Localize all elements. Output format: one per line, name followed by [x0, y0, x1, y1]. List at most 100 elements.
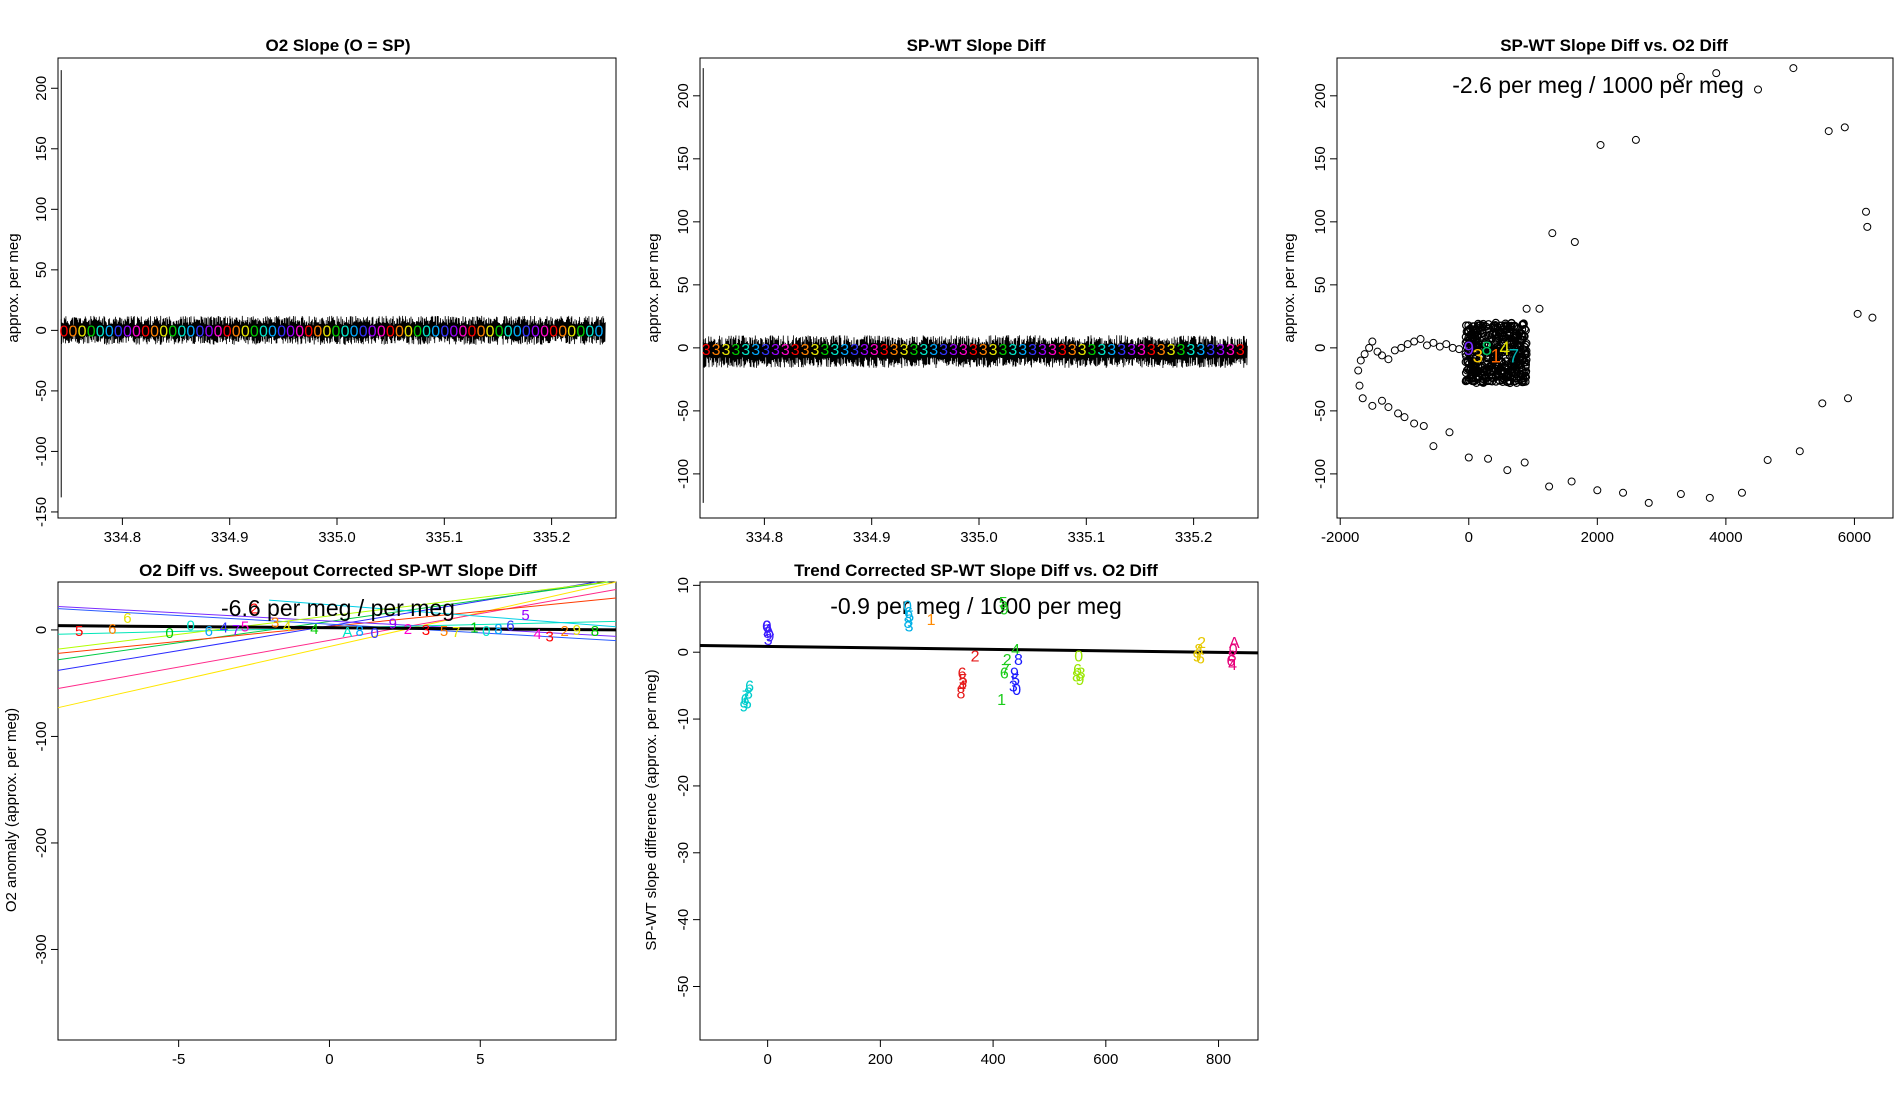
series-marker: 0	[214, 323, 223, 340]
cluster-point	[1510, 362, 1519, 371]
series-marker: 3	[741, 342, 750, 359]
point-label: 5	[75, 623, 83, 640]
point-label: 8	[494, 621, 502, 638]
scatter-point	[1853, 309, 1862, 318]
cluster-point	[1474, 373, 1484, 382]
panel-4-data: 5 660 0 6 4 7 523 4 4 A 8 09 2 3 5 7 1 0 8 654 3 2 9 8	[57, 581, 617, 709]
cluster-point	[1483, 342, 1492, 351]
point-label: 4	[533, 626, 541, 643]
x-tick-label: 200	[868, 1051, 893, 1068]
series-marker: 0	[377, 323, 386, 340]
scatter-point	[1373, 347, 1382, 356]
scatter-point	[1410, 419, 1419, 428]
point-label: 3	[545, 628, 553, 645]
y-tick-label: 0	[33, 626, 50, 634]
scatter-point	[1400, 413, 1409, 422]
scatter-point	[1464, 453, 1473, 462]
panel-5-title: Trend Corrected SP-WT Slope Diff vs. O2 …	[794, 561, 1158, 580]
scatter-point	[1442, 340, 1451, 349]
point-label: 6	[904, 605, 913, 622]
series-marker: 0	[449, 323, 458, 340]
scatter-point	[1567, 477, 1576, 486]
point-label: 3	[422, 622, 430, 639]
y-tick-label: 0	[675, 648, 692, 656]
scatter-point	[1394, 409, 1403, 418]
series-marker: 0	[558, 323, 567, 340]
scatter-point	[1862, 207, 1871, 216]
cluster-label: 4	[1499, 339, 1510, 360]
y-tick-label: -50	[1312, 400, 1329, 422]
y-tick-label: -50	[33, 380, 50, 402]
series-marker: 3	[900, 342, 909, 359]
cluster-point	[1465, 350, 1474, 359]
scatter-point	[1397, 343, 1406, 352]
series-marker: 3	[1226, 342, 1235, 359]
cluster-point	[1465, 359, 1474, 368]
y-tick-label: -300	[33, 934, 50, 964]
series-marker: 0	[567, 323, 576, 340]
series-marker: 3	[731, 342, 740, 359]
series-marker: 3	[979, 342, 988, 359]
point-label: 2	[1003, 652, 1012, 669]
y-tick-label: 150	[675, 146, 692, 171]
series-marker: 0	[69, 323, 78, 340]
y-tick-label: -100	[675, 459, 692, 489]
y-tick-label: -100	[1312, 459, 1329, 489]
series-marker: 0	[250, 323, 259, 340]
scatter-point	[1455, 345, 1464, 354]
panel-2-title: SP-WT Slope Diff	[907, 36, 1046, 55]
scatter-point	[1365, 343, 1374, 352]
series-marker: 3	[830, 342, 839, 359]
y-tick-label: -50	[675, 976, 692, 998]
point-label: 4	[283, 619, 291, 636]
x-tick-label: 0	[325, 1051, 333, 1068]
series-marker: 0	[440, 323, 449, 340]
scatter-point	[1416, 335, 1425, 344]
series-marker: 3	[1088, 342, 1097, 359]
series-marker: 0	[386, 323, 395, 340]
cluster-label: 9	[1463, 339, 1474, 360]
series-marker: 0	[549, 323, 558, 340]
point-label: 8	[591, 623, 599, 640]
y-tick-label: -30	[675, 842, 692, 864]
cluster-label: 1	[1490, 346, 1501, 367]
panel-4-ylabel: O2 anomaly (approx. per meg)	[3, 708, 20, 912]
scatter-point	[1384, 355, 1393, 364]
series-marker: 0	[241, 323, 250, 340]
y-tick-label: -200	[33, 828, 50, 858]
cluster-point	[1522, 339, 1531, 348]
regression-line	[57, 597, 617, 654]
series-marker: 3	[1236, 342, 1245, 359]
panel-2-axes: 334.8 334.9 335.0 335.1 335.2 -100 -50 0 50 100 15…	[675, 83, 1212, 546]
cluster-point	[1518, 320, 1527, 330]
point-label: 1	[997, 692, 1006, 709]
scatter-point	[1448, 343, 1457, 352]
series-marker: 3	[1216, 342, 1225, 359]
series-marker: 3	[1018, 342, 1027, 359]
point-label: 8	[904, 615, 913, 632]
y-tick-label: 50	[1312, 277, 1329, 294]
scatter-point	[1535, 304, 1544, 313]
series-marker: 3	[1058, 342, 1067, 359]
series-marker: 0	[59, 323, 68, 340]
x-tick-label: 800	[1206, 1051, 1231, 1068]
series-marker: 3	[1028, 342, 1037, 359]
point-label: 6	[958, 665, 967, 682]
series-marker: 0	[186, 323, 195, 340]
cluster-label: 3	[1472, 346, 1483, 367]
point-label: 4	[310, 621, 318, 638]
series-marker: 0	[286, 323, 295, 340]
panel-3-title: SP-WT Slope Diff vs. O2 Diff	[1500, 36, 1728, 55]
series-marker: 3	[1137, 342, 1146, 359]
point-label: 9	[740, 699, 749, 716]
noise-series-line	[702, 335, 1248, 369]
x-tick-label: 0	[763, 1051, 771, 1068]
series-marker: 0	[585, 323, 594, 340]
series-marker: 0	[341, 323, 350, 340]
cluster-point	[1512, 340, 1522, 349]
y-tick-label: 200	[675, 83, 692, 108]
scatter-point	[1503, 466, 1512, 475]
series-marker: 0	[223, 323, 232, 340]
point-label: 0	[371, 625, 379, 642]
series-marker: 3	[820, 342, 829, 359]
